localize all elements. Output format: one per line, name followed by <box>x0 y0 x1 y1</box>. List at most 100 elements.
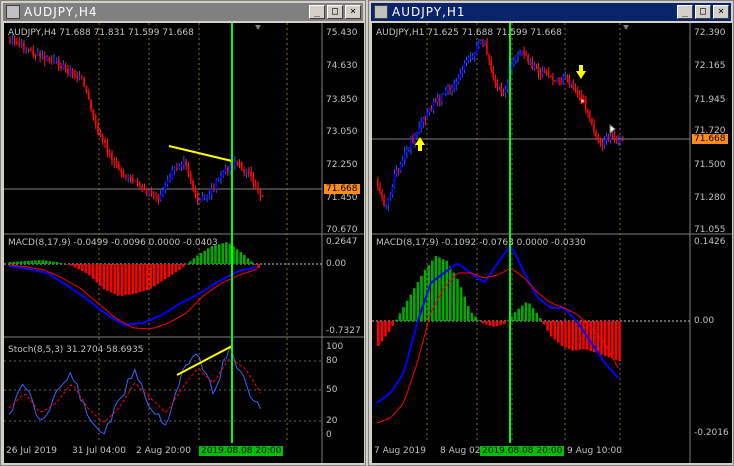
chart-area[interactable]: AUDJPY,H4 71.688 71.831 71.599 71.668 MA… <box>4 23 364 463</box>
candle-body <box>48 57 51 61</box>
price-chart-svg[interactable] <box>4 23 364 463</box>
candle-body <box>71 70 74 74</box>
buy-arrow-icon <box>415 137 425 151</box>
price-tick: 72.165 <box>694 61 726 71</box>
macd-bar <box>467 306 470 321</box>
close-button[interactable]: × <box>713 5 729 19</box>
macd-bar <box>575 321 578 351</box>
candle-body <box>29 49 32 51</box>
candle-body <box>62 64 65 69</box>
window-titlebar[interactable]: AUDJPY,H1 _ □ × <box>371 3 731 21</box>
macd-bar <box>70 264 73 266</box>
macd-bar <box>535 312 538 321</box>
trendline-stoch[interactable] <box>176 345 233 376</box>
macd-bar <box>546 321 549 331</box>
candle-body <box>436 97 439 102</box>
candle-body <box>453 84 455 89</box>
candle-body <box>607 136 610 140</box>
candle-body <box>562 76 564 82</box>
minimize-button[interactable]: _ <box>677 5 693 19</box>
candle-body <box>101 135 104 141</box>
candle-body <box>551 76 554 81</box>
candle-body <box>152 193 155 195</box>
minimize-button[interactable]: _ <box>309 5 325 19</box>
macd-bar <box>542 321 546 325</box>
candle-body <box>150 191 153 194</box>
price-chart-svg[interactable] <box>372 23 732 463</box>
candle-body <box>113 160 116 162</box>
candle-body <box>238 162 241 164</box>
macd-bar <box>99 264 102 286</box>
macd-bar <box>127 264 131 295</box>
macd-bar <box>55 262 59 264</box>
candle-body <box>500 85 503 93</box>
macd-bar <box>84 264 88 273</box>
chart-header: AUDJPY,H1 71.625 71.688 71.599 71.668 <box>376 28 562 38</box>
macd-bar <box>391 321 394 326</box>
macd-bar <box>37 260 41 264</box>
candle-body <box>603 140 605 145</box>
candle-body <box>379 186 381 192</box>
macd-bar <box>106 264 109 291</box>
macd-bar <box>517 308 520 321</box>
maximize-button[interactable]: □ <box>695 5 711 19</box>
window-titlebar[interactable]: AUDJPY,H4 _ □ × <box>3 3 363 21</box>
chart-area[interactable]: AUDJPY,H1 71.625 71.688 71.599 71.668 MA… <box>372 23 732 463</box>
macd-bar <box>171 264 174 275</box>
candle-body <box>514 56 517 61</box>
candle-body <box>22 43 25 50</box>
candle-body <box>591 118 593 125</box>
candle-body <box>615 137 618 141</box>
macd-bar <box>474 316 477 321</box>
candle-body <box>41 55 44 57</box>
candle-body <box>391 186 393 196</box>
candle-body <box>389 195 391 199</box>
trendline-price[interactable] <box>168 145 233 162</box>
candle-body <box>127 176 130 178</box>
candle-body <box>496 82 498 87</box>
price-tick: 75.430 <box>326 28 358 38</box>
price-tick: 71.500 <box>694 160 726 170</box>
candle-body <box>481 41 484 43</box>
candle-body <box>9 40 11 43</box>
macd-bar <box>459 287 463 321</box>
macd-tick: 0.00 <box>694 316 715 326</box>
candle-body <box>430 108 433 111</box>
maximize-button[interactable]: □ <box>327 5 343 19</box>
time-tick: 9 Aug 10:00 <box>567 446 622 456</box>
macd-bar <box>611 321 614 359</box>
price-tick: 74.630 <box>326 61 358 71</box>
macd-bar <box>120 264 124 296</box>
price-tick: 71.450 <box>326 193 358 203</box>
candle-body <box>222 171 225 176</box>
macd-bar <box>445 260 448 321</box>
candle-body <box>162 190 164 195</box>
candle-body <box>120 169 123 173</box>
macd-bar <box>510 316 513 321</box>
candle-body <box>418 127 420 134</box>
macd-bar <box>603 321 607 356</box>
candle-body <box>387 198 389 206</box>
candle-body <box>229 165 232 171</box>
candle-body <box>257 186 259 191</box>
macd-main-line <box>8 264 258 330</box>
macd-bar <box>153 264 156 287</box>
candle-body <box>36 52 39 56</box>
macd-bar <box>488 321 492 326</box>
macd-bar <box>571 321 574 351</box>
chart-window-h4[interactable]: AUDJPY,H4 _ □ × <box>0 0 366 466</box>
macd-bar <box>531 308 535 321</box>
candle-body <box>377 179 379 187</box>
macd-bar <box>614 321 618 360</box>
candle-body <box>213 188 215 190</box>
candle-body <box>217 178 220 180</box>
candle-body <box>578 94 581 96</box>
close-button[interactable]: × <box>345 5 361 19</box>
price-tick: 70.670 <box>326 225 358 235</box>
macd-bar <box>52 261 55 264</box>
candle-body <box>189 173 192 182</box>
candle-body <box>405 149 408 153</box>
candle-body <box>254 183 257 187</box>
shift-marker-icon <box>623 25 629 30</box>
chart-window-h1[interactable]: AUDJPY,H1 _ □ × <box>368 0 734 466</box>
